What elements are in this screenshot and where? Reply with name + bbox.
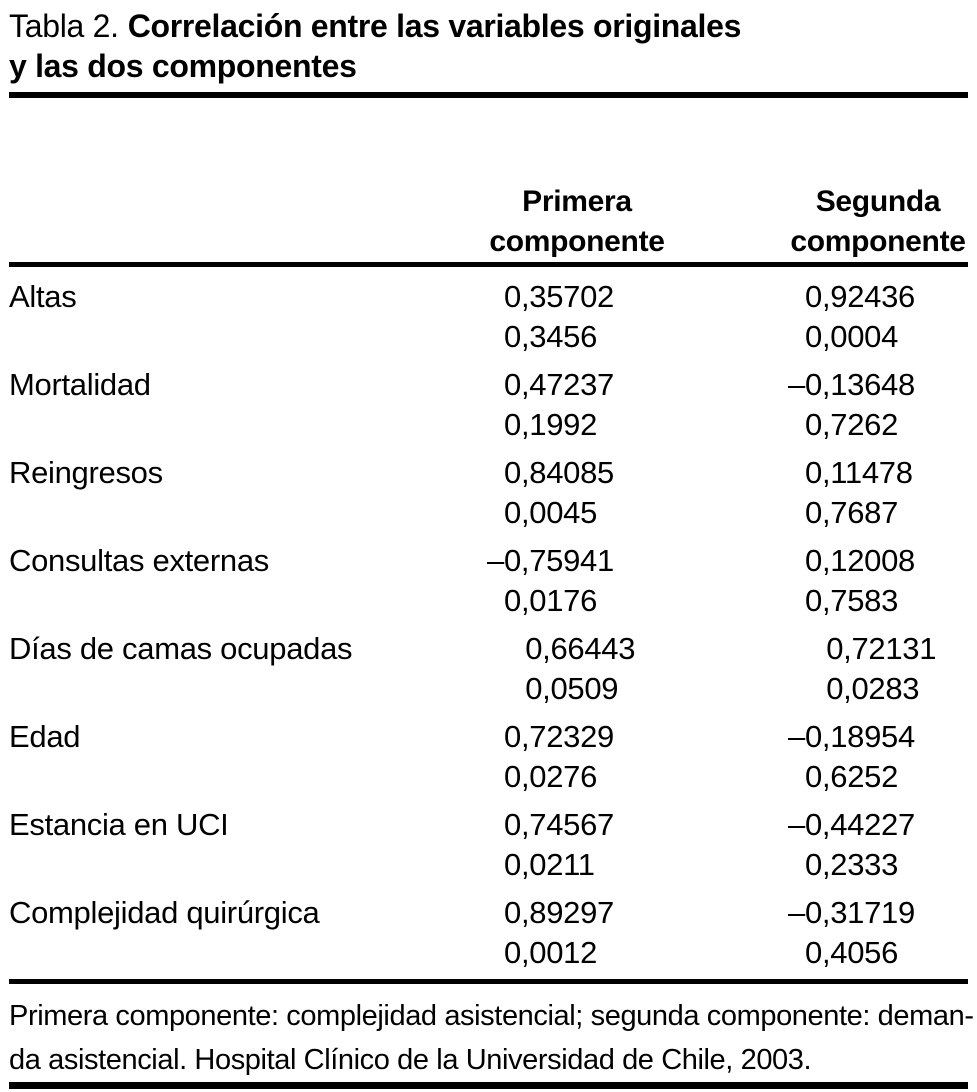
correlation-value: 0,89297 [504, 895, 614, 930]
row-variable: Consultas externas [9, 543, 269, 578]
p-value: 0,3456 [504, 319, 598, 354]
correlation-value: 0,92436 [805, 279, 915, 314]
first-component-cell: 0,74567 0,0211 [504, 805, 632, 885]
footnote-line2: da asistencial. Hospital Clínico de la U… [9, 1044, 812, 1076]
p-value: 0,7583 [805, 583, 899, 618]
row-variable: Altas [9, 279, 77, 314]
table-body: Altas 0,35702 0,3456 0,92436 0,0004 Mort… [9, 267, 968, 979]
row-variable: Reingresos [9, 455, 163, 490]
p-value: 0,0004 [805, 319, 899, 354]
table-row: Consultas externas –0,75941 0,0176 0,120… [9, 541, 968, 621]
correlation-value: 0,72329 [504, 719, 614, 754]
second-component-cell: 0,11478 0,7687 [805, 453, 933, 533]
correlation-value: –0,18954 [788, 719, 915, 754]
first-component-cell: 0,47237 0,1992 [504, 365, 632, 445]
header-spacer [9, 182, 366, 262]
p-value: 0,0211 [504, 847, 595, 882]
second-component-cell: –0,44227 0,2333 [788, 805, 933, 885]
table-row: Estancia en UCI 0,74567 0,0211 –0,44227 … [9, 805, 968, 885]
p-value: 0,4056 [805, 935, 899, 970]
footnote-line1: Primera componente: complejidad asistenc… [9, 1000, 974, 1032]
correlation-value: –0,13648 [788, 367, 915, 402]
p-value: 0,0176 [504, 583, 598, 618]
column-header-second-component: Segunda componente [790, 185, 966, 258]
correlation-value: 0,74567 [504, 807, 614, 842]
table-header-row: Primera componente Segunda componente [9, 182, 968, 262]
first-component-cell: –0,75941 0,0176 [487, 541, 632, 621]
header-rule [9, 262, 968, 267]
column-header-first-component: Primera componente [489, 185, 665, 258]
p-value: 0,2333 [805, 847, 899, 882]
first-component-cell: 0,84085 0,0045 [504, 453, 632, 533]
row-variable: Mortalidad [9, 367, 151, 402]
first-component-cell: 0,89297 0,0012 [504, 893, 632, 973]
correlation-value: 0,84085 [504, 455, 614, 490]
table-title-bold2: y las dos componentes [9, 48, 357, 84]
second-component-cell: –0,18954 0,6252 [788, 717, 933, 797]
p-value: 0,7262 [805, 407, 899, 442]
table-number: Tabla 2. [9, 8, 119, 44]
row-variable: Días de camas ocupadas [9, 631, 353, 666]
second-component-cell: 0,72131 0,0283 [826, 629, 954, 709]
p-value: 0,0045 [504, 495, 598, 530]
second-component-cell: 0,12008 0,7583 [805, 541, 933, 621]
correlation-value: 0,12008 [805, 543, 915, 578]
p-value: 0,6252 [805, 759, 899, 794]
table-row: Reingresos 0,84085 0,0045 0,11478 0,7687 [9, 453, 968, 533]
table-footnote: Primera componente: complejidad asistenc… [9, 984, 974, 1082]
correlation-value: –0,44227 [788, 807, 915, 842]
first-component-cell: 0,72329 0,0276 [504, 717, 632, 797]
table-row: Mortalidad 0,47237 0,1992 –0,13648 0,726… [9, 365, 968, 445]
first-component-cell: 0,66443 0,0509 [525, 629, 653, 709]
correlation-value: 0,72131 [826, 631, 937, 666]
correlation-value: 0,35702 [504, 279, 614, 314]
table-row: Altas 0,35702 0,3456 0,92436 0,0004 [9, 277, 968, 357]
second-component-cell: –0,31719 0,4056 [788, 893, 933, 973]
p-value: 0,0509 [525, 671, 619, 706]
p-value: 0,7687 [805, 495, 899, 530]
correlation-value: 0,47237 [504, 367, 614, 402]
p-value: 0,1992 [504, 407, 598, 442]
correlation-value: 0,11478 [805, 455, 913, 490]
table-title: Tabla 2. Correlación entre las variables … [9, 6, 968, 86]
correlation-value: –0,31719 [788, 895, 915, 930]
table-row: Complejidad quirúrgica 0,89297 0,0012 –0… [9, 893, 968, 973]
row-variable: Estancia en UCI [9, 807, 229, 842]
table-row: Días de camas ocupadas 0,66443 0,0509 0,… [9, 629, 968, 709]
first-component-cell: 0,35702 0,3456 [504, 277, 632, 357]
p-value: 0,0283 [826, 671, 920, 706]
top-rule [9, 92, 968, 98]
second-component-cell: 0,92436 0,0004 [805, 277, 933, 357]
bottom-rule [9, 1082, 968, 1089]
row-variable: Edad [9, 719, 81, 754]
row-variable: Complejidad quirúrgica [9, 895, 320, 930]
table-title-bold1: Correlación entre las variables original… [127, 8, 742, 44]
table-row: Edad 0,72329 0,0276 –0,18954 0,6252 [9, 717, 968, 797]
footnote-rule [9, 979, 968, 984]
p-value: 0,0012 [504, 935, 598, 970]
second-component-cell: –0,13648 0,7262 [788, 365, 933, 445]
correlation-value: 0,66443 [525, 631, 636, 666]
correlation-value: –0,75941 [487, 543, 614, 578]
p-value: 0,0276 [504, 759, 598, 794]
table-title-line1: Tabla 2. Correlación entre las variables … [9, 6, 968, 46]
